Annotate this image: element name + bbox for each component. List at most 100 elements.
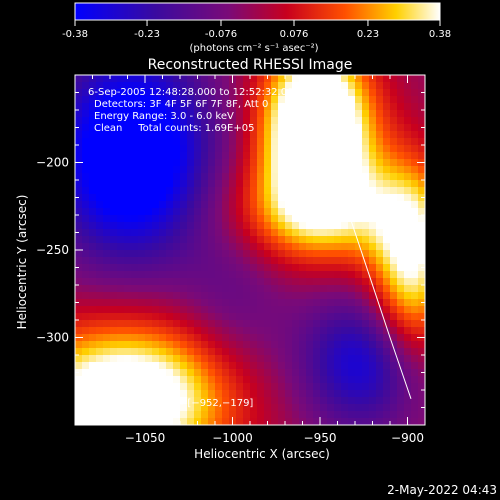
heatmap-cell: [159, 376, 167, 384]
heatmap-cell: [313, 201, 321, 209]
heatmap-cell: [292, 229, 300, 237]
x-tick-label: −950: [304, 431, 337, 445]
heatmap-cell: [341, 299, 349, 307]
heatmap-cell: [285, 96, 293, 104]
heatmap-cell: [180, 166, 188, 174]
heatmap-cell: [285, 320, 293, 328]
heatmap-cell: [180, 180, 188, 188]
heatmap-cell: [215, 201, 223, 209]
heatmap-cell: [208, 173, 216, 181]
heatmap-cell: [285, 278, 293, 286]
heatmap-cell: [243, 75, 251, 83]
heatmap-cell: [152, 96, 160, 104]
heatmap-cell: [145, 411, 153, 419]
heatmap-cell: [229, 145, 237, 153]
heatmap-cell: [271, 124, 279, 132]
heatmap-cell: [236, 173, 244, 181]
heatmap-cell: [187, 89, 195, 97]
heatmap-cell: [159, 173, 167, 181]
heatmap-cell: [362, 159, 370, 167]
heatmap-cell: [257, 404, 265, 412]
heatmap-cell: [159, 250, 167, 258]
heatmap-cell: [320, 82, 328, 90]
heatmap-cell: [201, 355, 209, 363]
heatmap-cell: [180, 194, 188, 202]
heatmap-cell: [355, 390, 363, 398]
heatmap-cell: [173, 82, 181, 90]
heatmap-cell: [215, 313, 223, 321]
heatmap-cell: [397, 201, 405, 209]
heatmap-cell: [250, 173, 258, 181]
heatmap-cell: [271, 194, 279, 202]
heatmap-cell: [201, 166, 209, 174]
heatmap-cell: [250, 327, 258, 335]
heatmap-cell: [299, 411, 307, 419]
heatmap-cell: [348, 257, 356, 265]
heatmap-cell: [390, 411, 398, 419]
heatmap-cell: [89, 236, 97, 244]
heatmap-cell: [187, 404, 195, 412]
heatmap-cell: [250, 166, 258, 174]
heatmap-cell: [250, 411, 258, 419]
heatmap-cell: [278, 264, 286, 272]
heatmap-cell: [334, 292, 342, 300]
heatmap-cell: [411, 208, 419, 216]
heatmap-cell: [124, 390, 132, 398]
heatmap-cell: [208, 334, 216, 342]
heatmap-cell: [306, 180, 314, 188]
heatmap-cell: [376, 320, 384, 328]
heatmap-cell: [418, 292, 425, 300]
heatmap-cell: [250, 243, 258, 251]
heatmap-cell: [334, 411, 342, 419]
heatmap-cell: [89, 271, 97, 279]
heatmap-cell: [201, 229, 209, 237]
heatmap-cell: [103, 348, 111, 356]
heatmap-cell: [124, 110, 132, 118]
heatmap-cell: [327, 306, 335, 314]
heatmap-cell: [194, 89, 202, 97]
heatmap-cell: [383, 180, 391, 188]
heatmap-cell: [166, 208, 174, 216]
heatmap-cell: [313, 313, 321, 321]
heatmap-cell: [278, 187, 286, 195]
heatmap-cell: [229, 278, 237, 286]
heatmap-cell: [131, 376, 139, 384]
heatmap-cell: [75, 383, 83, 391]
heatmap-cell: [369, 257, 377, 265]
heatmap-cell: [313, 229, 321, 237]
heatmap-cell: [131, 264, 139, 272]
heatmap-cell: [285, 404, 293, 412]
heatmap-cell: [131, 271, 139, 279]
heatmap-cell: [236, 117, 244, 125]
heatmap-cell: [271, 222, 279, 230]
heatmap-cell: [166, 229, 174, 237]
colorbar-tick-label: 0.23: [357, 29, 379, 40]
heatmap-cell: [145, 257, 153, 265]
heatmap-cell: [243, 131, 251, 139]
heatmap-cell: [187, 236, 195, 244]
heatmap-cell: [264, 278, 272, 286]
heatmap-cell: [180, 89, 188, 97]
heatmap-cell: [299, 222, 307, 230]
heatmap-cell: [334, 215, 342, 223]
heatmap-cell: [250, 236, 258, 244]
heatmap-cell: [243, 341, 251, 349]
heatmap-cell: [299, 348, 307, 356]
heatmap-cell: [390, 124, 398, 132]
heatmap-cell: [404, 271, 412, 279]
heatmap-cell: [236, 159, 244, 167]
heatmap-cell: [159, 299, 167, 307]
heatmap-cell: [131, 250, 139, 258]
heatmap-cell: [348, 383, 356, 391]
heatmap-cell: [194, 362, 202, 370]
heatmap-cell: [89, 292, 97, 300]
heatmap-cell: [397, 250, 405, 258]
heatmap-cell: [215, 306, 223, 314]
heatmap-cell: [201, 257, 209, 265]
heatmap-cell: [89, 82, 97, 90]
heatmap-cell: [229, 89, 237, 97]
heatmap-cell: [138, 110, 146, 118]
heatmap-cell: [341, 89, 349, 97]
heatmap-cell: [383, 243, 391, 251]
heatmap-cell: [264, 110, 272, 118]
